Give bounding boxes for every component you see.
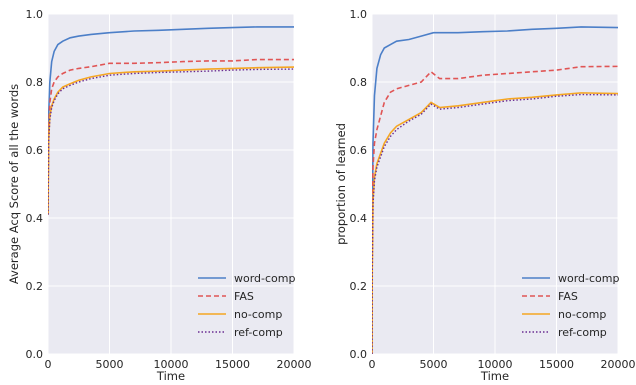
legend-label-word-comp: word-comp	[234, 272, 296, 285]
legend-label-FAS: FAS	[558, 290, 578, 303]
x-tick-label: 15000	[539, 358, 574, 371]
x-tick-label: 5000	[420, 358, 448, 371]
series-line-ref-comp	[372, 93, 618, 354]
legend-label-ref-comp: ref-comp	[234, 326, 283, 339]
legend-label-no-comp: no-comp	[558, 308, 606, 321]
series-line-FAS	[372, 65, 618, 354]
x-tick-label: 10000	[154, 358, 189, 371]
legend-label-word-comp: word-comp	[558, 272, 620, 285]
x-axis-label: Time	[480, 369, 509, 381]
y-axis-label: proportion of learned	[334, 123, 348, 245]
x-tick-label: 5000	[96, 358, 124, 371]
y-tick-label: 0.8	[350, 76, 368, 89]
x-tick-label: 10000	[478, 358, 513, 371]
x-tick-label: 15000	[215, 358, 250, 371]
legend-label-no-comp: no-comp	[234, 308, 282, 321]
series-line-word-comp	[48, 26, 294, 215]
x-axis-label: Time	[156, 369, 185, 381]
y-tick-label: 0.4	[350, 212, 368, 225]
y-tick-label: 0.6	[26, 144, 44, 157]
legend: word-comp FAS no-comp ref-comp	[198, 272, 296, 339]
left-panel: 0 5000 10000 15000 20000 0.0 0.2 0.4 0.6 0.8 1.0 Ti…	[7, 8, 312, 383]
legend-label-ref-comp: ref-comp	[558, 326, 607, 339]
y-tick-label: 0.2	[350, 280, 368, 293]
y-tick-label: 0.0	[350, 348, 368, 361]
series-line-word-comp	[372, 26, 618, 354]
y-tick-label: 0.6	[350, 144, 368, 157]
y-tick-label: 0.4	[26, 212, 44, 225]
x-tick-label: 0	[45, 358, 52, 371]
y-tick-label: 0.8	[26, 76, 44, 89]
legend-label-FAS: FAS	[234, 290, 254, 303]
y-tick-label: 1.0	[350, 8, 368, 21]
y-tick-label: 0.0	[26, 348, 44, 361]
x-tick-label: 0	[369, 358, 376, 371]
series-line-no-comp	[48, 66, 294, 215]
legend: word-comp FAS no-comp ref-comp	[522, 272, 620, 339]
x-tick-label: 20000	[601, 358, 636, 371]
y-tick-label: 1.0	[26, 8, 44, 21]
series-line-ref-comp	[48, 68, 294, 215]
y-tick-label: 0.2	[26, 280, 44, 293]
series-line-FAS	[48, 58, 294, 215]
right-panel: 0 5000 10000 15000 20000 0.0 0.2 0.4 0.6 0.8 1.0 Ti…	[334, 8, 636, 383]
x-tick-label: 20000	[277, 358, 312, 371]
y-axis-label: Average Acq Score of all the words	[7, 84, 21, 284]
